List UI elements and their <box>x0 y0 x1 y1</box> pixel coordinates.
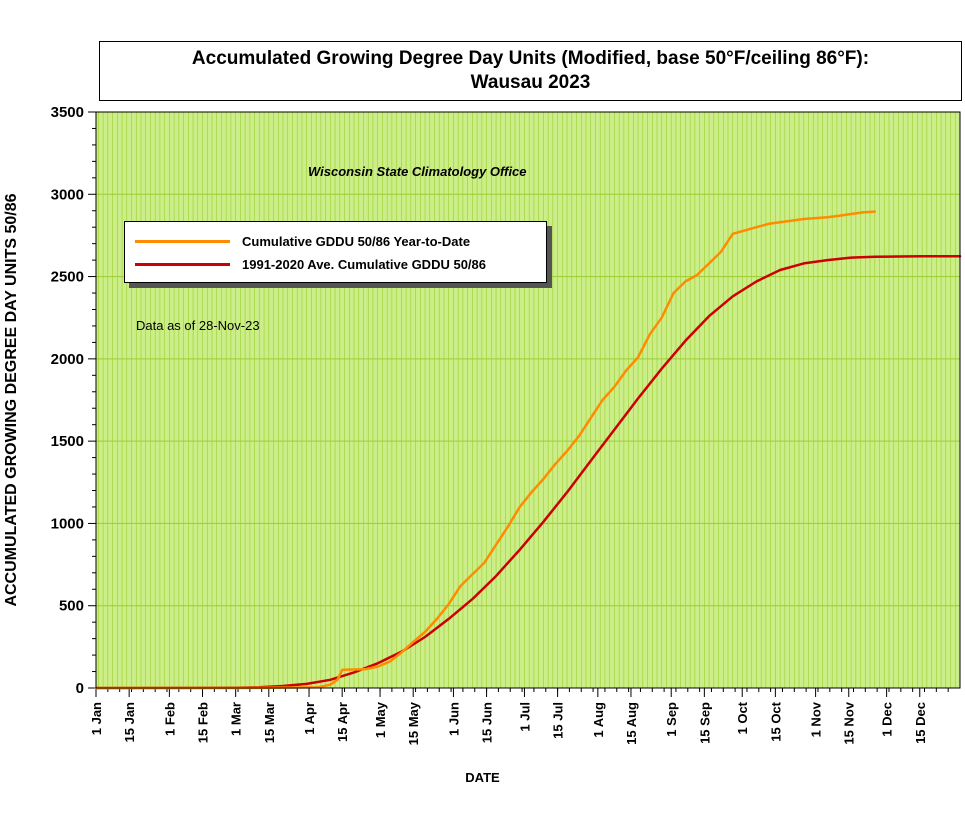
legend-label-ytd: Cumulative GDDU 50/86 Year-to-Date <box>242 233 471 249</box>
axis-ticks <box>88 111 949 697</box>
x-tick-label: 15 May <box>406 701 421 745</box>
grid-lines <box>96 112 960 688</box>
x-tick-label: 1 Mar <box>229 702 244 736</box>
y-tick-label: 1500 <box>51 433 84 450</box>
y-tick-label: 2500 <box>51 269 84 286</box>
y-tick-label: 3000 <box>51 186 84 203</box>
plot-area <box>95 111 961 689</box>
series-line-ytd <box>94 210 877 690</box>
source-note: Wisconsin State Climatology Office <box>308 164 527 179</box>
x-tick-label: 1 Aug <box>591 702 606 738</box>
legend-entry-ytd: Cumulative GDDU 50/86 Year-to-Date <box>135 232 470 250</box>
x-tick-label: 1 May <box>373 701 388 738</box>
y-tick-label: 3500 <box>51 104 84 121</box>
y-tick-labels: 0 500 1000 1500 2000 2500 3000 3500 <box>51 104 84 697</box>
x-tick-label: 1 Dec <box>880 702 895 737</box>
x-tick-label: 15 Mar <box>262 702 277 743</box>
x-tick-label: 15 Jun <box>480 702 495 743</box>
chart-title-line2: Wausau 2023 <box>470 72 591 93</box>
x-tick-label: 15 Aug <box>624 702 639 745</box>
x-tick-labels: 1 Jan 15 Jan 1 Feb 15 Feb 1 Mar 15 Mar 1 Apr 15… <box>89 701 928 745</box>
legend-swatch-avg <box>135 262 230 266</box>
y-tick-label: 0 <box>76 680 84 697</box>
x-tick-label: 15 Nov <box>842 701 857 744</box>
y-tick-label: 500 <box>59 598 84 615</box>
y-tick-label: 1000 <box>51 515 84 532</box>
x-tick-label: 1 Jan <box>89 702 104 735</box>
y-axis-label-text: ACCUMULATED GROWING DEGREE DAY UNITS 50/… <box>3 193 20 607</box>
x-tick-label: 15 Oct <box>768 701 783 741</box>
x-tick-label: 15 Jul <box>551 702 566 739</box>
x-tick-label: 15 Dec <box>913 702 928 744</box>
x-tick-label: 15 Feb <box>196 702 211 743</box>
chart-title: Accumulated Growing Degree Day Units (Mo… <box>99 41 962 101</box>
series-line-avg <box>94 254 962 690</box>
x-tick-label: 15 Apr <box>335 702 350 742</box>
x-tick-label: 1 Jul <box>517 702 532 732</box>
x-tick-label: 1 Jun <box>446 702 461 736</box>
legend-entry-avg: 1991-2020 Ave. Cumulative GDDU 50/86 <box>135 255 486 273</box>
x-tick-label: 1 Sep <box>664 702 679 737</box>
legend: Cumulative GDDU 50/86 Year-to-Date 1991-… <box>124 221 547 283</box>
x-tick-label: 1 Nov <box>809 701 824 737</box>
legend-label-avg: 1991-2020 Ave. Cumulative GDDU 50/86 <box>242 256 486 272</box>
x-tick-label: 15 Sep <box>697 702 712 744</box>
data-as-of-note: Data as of 28-Nov-23 <box>136 318 260 333</box>
x-tick-label: 1 Oct <box>735 701 750 734</box>
y-tick-label: 2000 <box>51 351 84 368</box>
x-axis-label: DATE <box>465 770 500 785</box>
series-lines <box>94 210 962 690</box>
x-tick-label: 15 Jan <box>122 702 137 743</box>
legend-swatch-ytd <box>135 239 230 243</box>
chart-title-line1: Accumulated Growing Degree Day Units (Mo… <box>191 48 870 69</box>
x-tick-label: 1 Apr <box>302 702 317 735</box>
x-tick-label: 1 Feb <box>162 702 177 736</box>
plot-border <box>95 111 961 689</box>
